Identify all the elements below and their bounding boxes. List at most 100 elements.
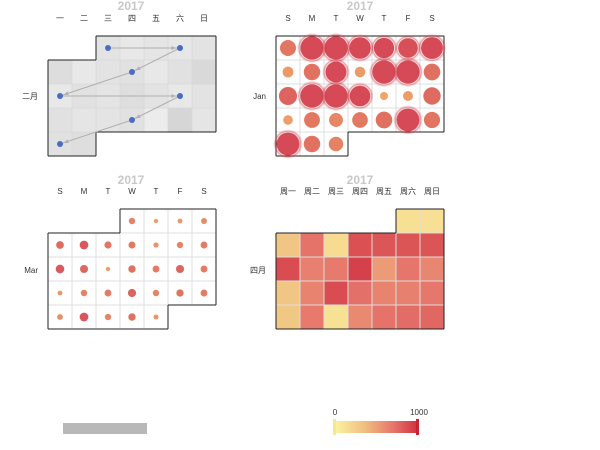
mar-bubble <box>104 313 112 321</box>
jan-month-label: Jan <box>253 92 266 101</box>
feb-cell <box>72 108 96 132</box>
feb-day-label: 四 <box>128 14 136 23</box>
mar-day-label: W <box>128 187 136 196</box>
visual-map-max-label: 1000 <box>410 408 428 417</box>
feb-year-label: 2017 <box>118 0 145 13</box>
feb-graph-link <box>131 95 181 121</box>
feb-cell <box>168 60 192 84</box>
jan-bubble <box>349 37 371 59</box>
feb-graph-link <box>59 71 133 97</box>
jan-day-label: W <box>356 14 364 23</box>
feb-graph-arrow <box>135 66 141 71</box>
jan-bubble <box>349 85 371 107</box>
mar-bubble <box>128 265 136 273</box>
apr-heat-cell <box>275 232 301 258</box>
apr-heat-cell <box>347 256 373 282</box>
jan-bubble <box>278 86 298 106</box>
jan-bubble <box>324 84 348 108</box>
jan-bubble-ring <box>394 106 422 134</box>
jan-bubble <box>403 91 413 101</box>
mar-bubble <box>55 264 65 274</box>
apr-heat-cell <box>323 280 349 306</box>
feb-day-label: 一 <box>56 14 64 23</box>
mar-bubble <box>200 289 208 297</box>
jan-bubble <box>421 37 443 59</box>
apr-day-label: 周二 <box>304 187 320 196</box>
feb-cell <box>144 60 168 84</box>
mar-bubble <box>152 265 160 273</box>
jan-bubble-ring <box>322 34 350 62</box>
mar-bubble <box>128 217 136 225</box>
apr-heat-cell <box>395 256 421 282</box>
apr-heat-cell <box>299 304 325 330</box>
feb-cell <box>144 108 168 132</box>
jan-day-label: S <box>429 14 434 23</box>
feb-graph-node <box>57 93 63 99</box>
jan-bubble <box>282 66 294 78</box>
jan-day-label: F <box>406 14 411 23</box>
visual-map-max-handle[interactable] <box>416 419 419 435</box>
jan-bubble <box>352 112 368 128</box>
mar-bubble <box>128 241 136 249</box>
jan-day-label: T <box>382 14 387 23</box>
feb-graph-arrow <box>135 114 141 119</box>
feb-graph-node <box>177 93 183 99</box>
jan-bubble-ring <box>371 35 397 61</box>
apr-day-label: 周一 <box>280 187 296 196</box>
jan-bubble-ring <box>274 130 302 158</box>
jan-bubble <box>283 115 293 125</box>
feb-cell <box>48 60 72 84</box>
mar-bubble <box>176 289 184 297</box>
feb-graph-arrow <box>63 139 69 144</box>
mar-bubble <box>200 265 208 273</box>
mar-bubble <box>152 289 160 297</box>
apr-heat-cell <box>323 256 349 282</box>
jan-bubble <box>303 63 321 81</box>
jan-bubble <box>398 38 418 58</box>
mar-bubble <box>200 241 208 249</box>
jan-bubble <box>396 60 420 84</box>
data-zoom-slider[interactable] <box>63 423 147 434</box>
mar-day-label: T <box>106 187 111 196</box>
jan-bubble <box>303 135 321 153</box>
mar-bubble <box>57 314 63 320</box>
feb-cell <box>192 60 216 84</box>
jan-bubble <box>423 111 441 129</box>
mar-day-label: M <box>81 187 88 196</box>
apr-day-label: 周五 <box>376 187 392 196</box>
apr-day-label: 周六 <box>400 186 416 196</box>
jan-bubble-ring <box>322 82 350 110</box>
apr-day-label: 周三 <box>328 187 344 196</box>
apr-heat-cell <box>299 256 325 282</box>
apr-heat-cell <box>395 304 421 330</box>
feb-graph-arrow <box>171 46 176 50</box>
apr-heat-cell <box>275 256 301 282</box>
jan-bubble-ring <box>347 83 373 109</box>
jan-bubble <box>324 36 348 60</box>
feb-cell <box>72 60 96 84</box>
feb-cell <box>48 108 72 132</box>
apr-heat-cell <box>275 280 301 306</box>
mar-bubble <box>153 218 159 224</box>
feb-graph-node <box>105 45 111 51</box>
jan-bubble-ring <box>396 36 420 60</box>
visual-map-min-handle[interactable] <box>333 419 336 435</box>
apr-heat-cell <box>419 256 445 282</box>
jan-bubble <box>423 63 441 81</box>
feb-graph-node <box>57 141 63 147</box>
apr-heat-cell <box>299 280 325 306</box>
visual-map-min-label: 0 <box>333 408 338 417</box>
jan-bubble <box>396 108 420 132</box>
jan-bubble-ring <box>394 58 422 86</box>
apr-year-label: 2017 <box>347 173 374 187</box>
apr-heat-cell <box>419 232 445 258</box>
mar-bubble <box>80 289 88 297</box>
jan-bubble <box>380 92 388 100</box>
mar-bubble <box>105 266 111 272</box>
mar-bubble <box>79 312 89 322</box>
feb-day-label: 六 <box>176 13 184 23</box>
mar-day-label: T <box>154 187 159 196</box>
jan-bubble <box>325 61 347 83</box>
